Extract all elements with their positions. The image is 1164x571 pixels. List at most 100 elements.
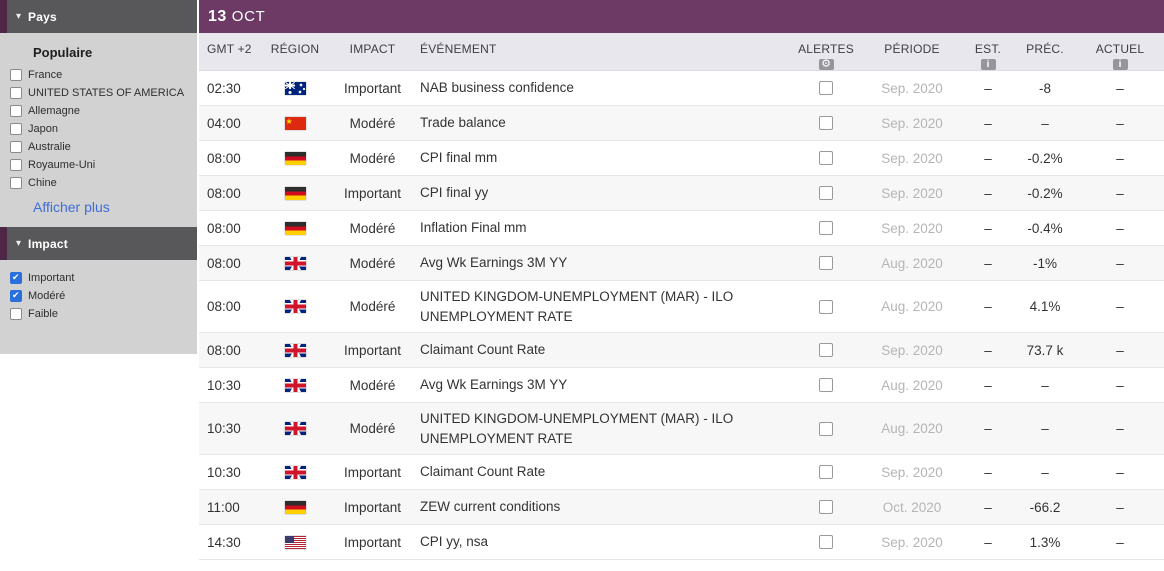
event-region-cell — [260, 141, 330, 175]
filter-checkbox-label: Important — [28, 272, 75, 284]
filter-checkbox[interactable] — [10, 290, 22, 302]
event-name[interactable]: CPI final yy — [420, 185, 489, 201]
event-alert-cell — [790, 246, 862, 280]
event-name[interactable]: Inflation Final mm — [420, 220, 527, 236]
alert-checkbox[interactable] — [819, 500, 833, 515]
event-actual: – — [1116, 342, 1124, 358]
filter-checkbox-item[interactable]: Allemagne — [10, 105, 191, 117]
event-previous: -66.2 — [1029, 499, 1061, 515]
alert-checkbox[interactable] — [819, 378, 833, 393]
event-impact: Modéré — [349, 255, 396, 271]
alert-checkbox[interactable] — [819, 535, 833, 550]
filter-checkbox[interactable] — [10, 159, 22, 171]
country-flag-icon — [284, 256, 306, 270]
event-row: 10:30 Modéré Avg Wk Earnings 3M YY Aug. … — [199, 368, 1164, 404]
event-time: 11:00 — [207, 499, 240, 515]
filter-checkbox-item[interactable]: France — [10, 69, 191, 81]
event-name[interactable]: Claimant Count Rate — [420, 464, 546, 480]
event-previous: – — [1041, 377, 1049, 393]
alert-checkbox[interactable] — [819, 116, 833, 130]
alert-checkbox[interactable] — [819, 151, 833, 165]
event-estimate: – — [984, 342, 992, 358]
filter-checkbox-label: Royaume-Uni — [28, 159, 96, 171]
event-name[interactable]: Avg Wk Earnings 3M YY — [420, 377, 568, 393]
est-header-label: EST. — [974, 42, 1002, 56]
pays-filter-body: Populaire France UNITED STATES OF AMERIC… — [0, 33, 197, 227]
event-period: Aug. 2020 — [881, 421, 943, 437]
filter-checkbox[interactable] — [10, 272, 22, 284]
event-alert-cell — [790, 368, 862, 402]
country-flag-icon — [284, 221, 306, 235]
event-time: 08:00 — [207, 150, 241, 166]
event-region-cell — [260, 333, 330, 367]
filter-checkbox-label: Faible — [28, 308, 58, 320]
filter-checkbox-label: Allemagne — [28, 105, 80, 117]
impact-filter-header[interactable]: ▾ Impact — [0, 227, 197, 260]
event-name[interactable]: Trade balance — [420, 115, 506, 131]
filter-checkbox-item[interactable]: Australie — [10, 141, 191, 153]
column-header-period: PÉRIODE — [862, 33, 962, 70]
alert-checkbox[interactable] — [819, 465, 833, 480]
event-row: 10:30 Modéré UNITED KINGDOM-UNEMPLOYMENT… — [199, 403, 1164, 456]
event-alert-cell — [790, 211, 862, 245]
event-name[interactable]: Avg Wk Earnings 3M YY — [420, 255, 568, 271]
event-name[interactable]: Claimant Count Rate — [420, 342, 546, 358]
filter-checkbox-item[interactable]: Royaume-Uni — [10, 159, 191, 171]
alert-checkbox[interactable] — [819, 343, 833, 358]
event-period: Aug. 2020 — [881, 377, 943, 393]
event-name[interactable]: UNITED KINGDOM-UNEMPLOYMENT (MAR) - ILO … — [420, 411, 734, 446]
alert-checkbox[interactable] — [819, 256, 833, 270]
alert-checkbox[interactable] — [819, 186, 833, 200]
event-previous: 4.1% — [1029, 299, 1061, 315]
event-name[interactable]: CPI final mm — [420, 150, 498, 166]
country-filter-list: France UNITED STATES OF AMERICA Allemagn… — [10, 69, 191, 189]
event-time: 10:30 — [207, 377, 241, 393]
filter-checkbox[interactable] — [10, 141, 22, 153]
filter-checkbox[interactable] — [10, 177, 22, 189]
event-time: 08:00 — [207, 220, 241, 236]
filter-checkbox-item[interactable]: Faible — [10, 308, 191, 320]
pays-filter-header[interactable]: ▾ Pays — [0, 0, 197, 33]
event-name[interactable]: ZEW current conditions — [420, 499, 561, 515]
event-time: 08:00 — [207, 185, 241, 201]
gear-icon[interactable]: ⚙ — [818, 59, 834, 70]
event-row: 08:00 Important CPI final yy Sep. 2020 –… — [199, 176, 1164, 211]
alert-checkbox[interactable] — [819, 221, 833, 235]
event-name[interactable]: UNITED KINGDOM-UNEMPLOYMENT (MAR) - ILO … — [420, 289, 734, 324]
info-icon[interactable]: i — [1112, 59, 1128, 70]
event-actual: – — [1116, 377, 1124, 393]
event-region-cell — [260, 106, 330, 140]
event-previous: -0.2% — [1027, 185, 1063, 201]
alert-checkbox[interactable] — [819, 421, 833, 436]
country-flag-icon — [284, 465, 306, 479]
show-more-link[interactable]: Afficher plus — [33, 199, 110, 215]
filter-checkbox-item[interactable]: UNITED STATES OF AMERICA — [10, 87, 191, 99]
country-flag-icon — [284, 81, 306, 95]
event-alert-cell — [790, 141, 862, 175]
event-previous: – — [1041, 421, 1049, 437]
filter-checkbox[interactable] — [10, 69, 22, 81]
event-row: 10:30 Important Claimant Count Rate Sep.… — [199, 455, 1164, 491]
info-icon[interactable]: i — [980, 59, 996, 70]
filter-checkbox-item[interactable]: Important — [10, 272, 191, 284]
alert-checkbox[interactable] — [819, 299, 833, 314]
event-impact: Important — [343, 185, 402, 201]
event-actual: – — [1116, 499, 1124, 515]
event-name[interactable]: CPI yy, nsa — [420, 534, 489, 550]
filter-checkbox-item[interactable]: Japon — [10, 123, 191, 135]
filter-checkbox[interactable] — [10, 123, 22, 135]
event-estimate: – — [984, 534, 992, 550]
country-flag-icon — [284, 535, 306, 549]
filter-checkbox-label: France — [28, 69, 63, 81]
event-region-cell — [260, 246, 330, 280]
event-name[interactable]: NAB business confidence — [420, 80, 574, 96]
filter-checkbox-item[interactable]: Chine — [10, 177, 191, 189]
filter-checkbox[interactable] — [10, 87, 22, 99]
filter-checkbox-item[interactable]: Modéré — [10, 290, 191, 302]
alert-checkbox[interactable] — [819, 81, 833, 95]
event-region-cell — [260, 281, 330, 332]
impact-header-label: IMPACT — [349, 42, 396, 56]
filter-checkbox[interactable] — [10, 105, 22, 117]
filter-checkbox[interactable] — [10, 308, 22, 320]
event-actual: – — [1116, 255, 1124, 271]
